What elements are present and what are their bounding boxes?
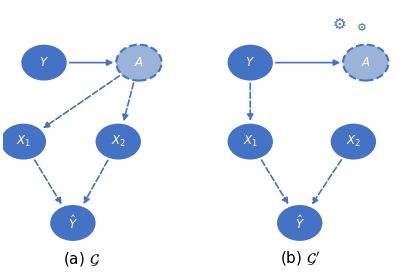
Text: ⚙: ⚙ [357,23,367,33]
Text: $\hat{Y}$: $\hat{Y}$ [295,214,305,232]
Ellipse shape [116,45,162,81]
Ellipse shape [21,45,67,81]
Text: ⚙: ⚙ [332,17,346,32]
Text: $X_1$: $X_1$ [243,134,258,149]
Ellipse shape [96,124,141,160]
Ellipse shape [277,205,322,241]
Text: $\hat{Y}$: $\hat{Y}$ [68,214,78,232]
Text: $X_1$: $X_1$ [16,134,31,149]
Ellipse shape [227,124,273,160]
Text: (b) $\mathcal{G}'$: (b) $\mathcal{G}'$ [280,250,320,268]
Text: $A$: $A$ [134,56,144,69]
Text: (a) $\mathcal{G}$: (a) $\mathcal{G}$ [63,250,99,268]
Text: $X_2$: $X_2$ [111,134,126,149]
Ellipse shape [1,124,46,160]
Text: $X_2$: $X_2$ [346,134,361,149]
Text: $Y$: $Y$ [39,56,49,69]
Ellipse shape [331,124,376,160]
Ellipse shape [343,45,388,81]
Text: $Y$: $Y$ [245,56,255,69]
Text: $A$: $A$ [361,56,371,69]
Ellipse shape [227,45,273,81]
Ellipse shape [50,205,96,241]
